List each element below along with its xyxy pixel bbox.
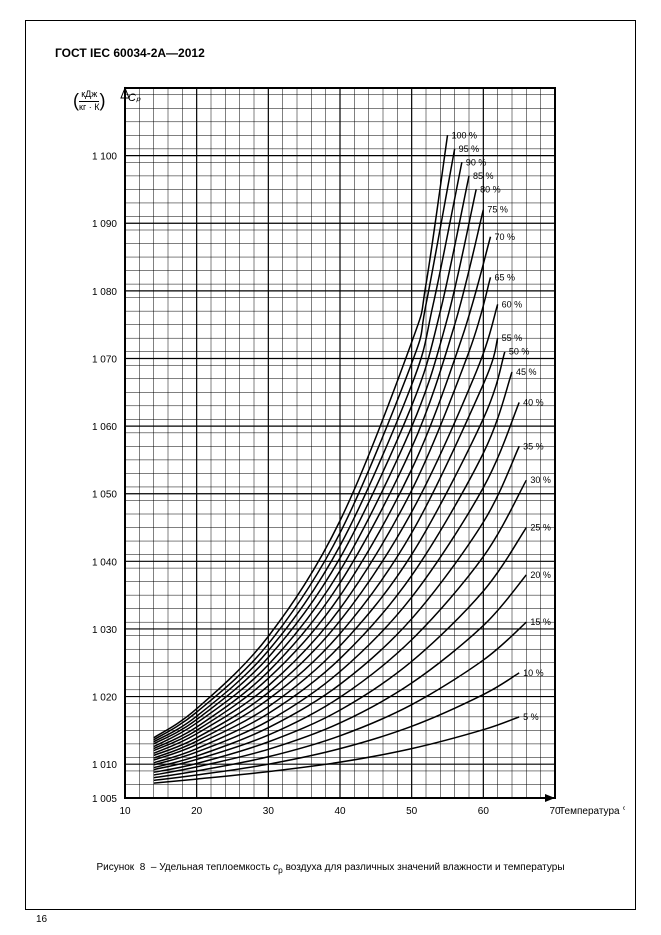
x-axis-arrow xyxy=(545,794,555,802)
series-label-rh-35: 35 % xyxy=(523,441,544,451)
figure-caption: Рисунок 8 – Удельная теплоемкость cp воз… xyxy=(0,862,661,875)
x-tick-label: 40 xyxy=(334,806,346,817)
y-tick-label: 1 050 xyxy=(92,490,117,501)
caption-prefix: Рисунок 8 – Удельная теплоемкость xyxy=(96,862,273,873)
page-number: 16 xyxy=(36,914,47,925)
y-unit-bracket: ( кДж кг · К ) xyxy=(73,90,105,113)
y-unit-bot: кг · К xyxy=(79,101,99,113)
caption-suffix: воздуха для различных значений влажности… xyxy=(283,862,565,873)
series-label-rh-70: 70 % xyxy=(495,232,516,242)
series-label-rh-10: 10 % xyxy=(523,668,544,678)
y-symbol: Cₚ xyxy=(128,92,141,104)
series-label-rh-100: 100 % xyxy=(452,130,478,140)
y-tick-label: 1 070 xyxy=(92,354,117,365)
series-label-rh-5: 5 % xyxy=(523,712,539,722)
series-label-rh-60: 60 % xyxy=(502,299,523,309)
y-tick-label: 1 080 xyxy=(92,287,117,298)
y-tick-label: 1 020 xyxy=(92,693,117,704)
chart-region: ( кДж кг · К ) Cₚ 102030405060701 0051 0… xyxy=(55,78,625,848)
x-tick-label: 20 xyxy=(191,806,203,817)
x-axis-label: Температура °С xyxy=(559,806,625,817)
chart-svg: 102030405060701 0051 0101 0201 0301 0401… xyxy=(55,78,625,848)
series-label-rh-90: 90 % xyxy=(466,157,487,167)
series-curve-rh-50 xyxy=(154,352,505,760)
series-label-rh-30: 30 % xyxy=(530,475,551,485)
y-unit-top: кДж xyxy=(81,89,97,99)
series-label-rh-65: 65 % xyxy=(495,272,516,282)
x-tick-label: 10 xyxy=(119,806,131,817)
y-tick-label: 1 100 xyxy=(92,152,117,163)
y-tick-label: 1 010 xyxy=(92,760,117,771)
y-tick-label: 1 005 xyxy=(92,794,117,805)
series-label-rh-85: 85 % xyxy=(473,171,494,181)
series-curve-rh-45 xyxy=(154,372,512,763)
series-label-rh-15: 15 % xyxy=(530,617,551,627)
series-curve-rh-65 xyxy=(154,277,491,753)
series-label-rh-50: 50 % xyxy=(509,347,530,357)
y-tick-label: 1 040 xyxy=(92,557,117,568)
series-label-rh-20: 20 % xyxy=(530,570,551,580)
series-curve-rh-90 xyxy=(154,162,462,741)
series-label-rh-25: 25 % xyxy=(530,523,551,533)
x-tick-label: 60 xyxy=(478,806,490,817)
series-label-rh-55: 55 % xyxy=(502,333,523,343)
series-label-rh-40: 40 % xyxy=(523,397,544,407)
series-label-rh-80: 80 % xyxy=(480,184,501,194)
doc-header: ГОСТ IEC 60034-2A—2012 xyxy=(55,46,205,60)
series-label-rh-95: 95 % xyxy=(459,144,480,154)
y-tick-label: 1 030 xyxy=(92,625,117,636)
y-tick-label: 1 060 xyxy=(92,422,117,433)
series-label-rh-75: 75 % xyxy=(487,205,508,215)
y-tick-label: 1 090 xyxy=(92,219,117,230)
x-tick-label: 30 xyxy=(263,806,275,817)
series-label-rh-45: 45 % xyxy=(516,367,537,377)
x-tick-label: 50 xyxy=(406,806,418,817)
page: ГОСТ IEC 60034-2A—2012 ( кДж кг · К ) Cₚ… xyxy=(0,0,661,935)
